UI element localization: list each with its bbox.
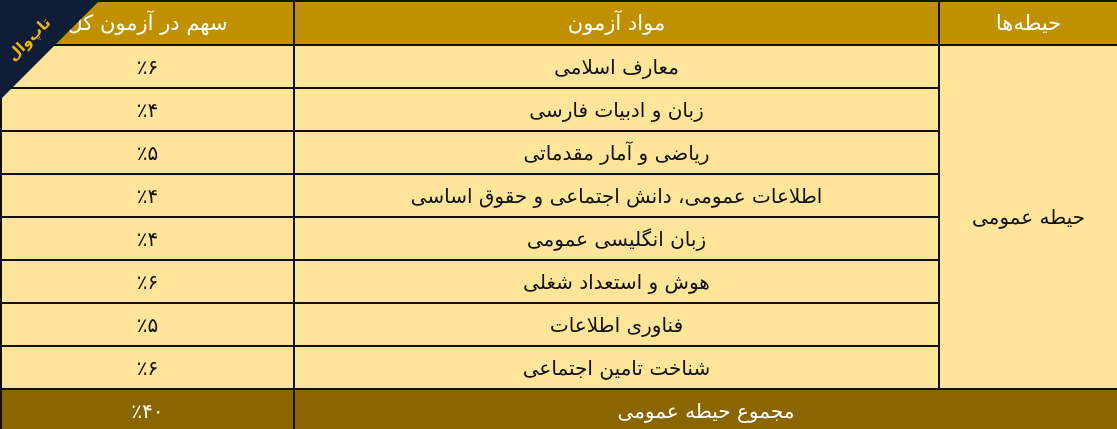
subject-cell: فناوری اطلاعات — [293, 302, 940, 347]
subject-cell: شناخت تامین اجتماعی — [293, 345, 940, 390]
header-domain: حیطه‌ها — [938, 0, 1117, 46]
table-row: زبان انگلیسی عمومی ٪۴ — [0, 216, 1117, 261]
share-cell: ٪۶ — [0, 345, 295, 390]
subject-cell: ریاضی و آمار مقدماتی — [293, 130, 940, 175]
header-subject: مواد آزمون — [293, 0, 940, 46]
share-cell: ٪۶ — [0, 44, 295, 89]
table-row: حیطه عمومی معارف اسلامی ٪۶ — [0, 44, 1117, 390]
table-row: ریاضی و آمار مقدماتی ٪۵ — [0, 130, 1117, 175]
share-cell: ٪۶ — [0, 259, 295, 304]
header-row: حیطه‌ها مواد آزمون سهم در آزمون کل — [0, 0, 1117, 46]
share-cell: ٪۴ — [0, 216, 295, 261]
table-row: فناوری اطلاعات ٪۵ — [0, 302, 1117, 347]
table-row: زبان و ادبیات فارسی ٪۴ — [0, 87, 1117, 132]
subject-cell: زبان و ادبیات فارسی — [293, 87, 940, 132]
subject-cell: هوش و استعداد شغلی — [293, 259, 940, 304]
table-row: شناخت تامین اجتماعی ٪۶ — [0, 345, 1117, 390]
total-share: ٪۴۰ — [0, 388, 295, 429]
share-cell: ٪۴ — [0, 87, 295, 132]
total-label: مجموع حیطه عمومی — [293, 388, 1117, 429]
subject-cell: اطلاعات عمومی، دانش اجتماعی و حقوق اساسی — [293, 173, 940, 218]
share-cell: ٪۵ — [0, 302, 295, 347]
total-row: مجموع حیطه عمومی ٪۴۰ — [0, 388, 1117, 429]
table-row: هوش و استعداد شغلی ٪۶ — [0, 259, 1117, 304]
share-cell: ٪۵ — [0, 130, 295, 175]
subject-cell: معارف اسلامی — [293, 44, 940, 89]
domain-cell: حیطه عمومی — [938, 44, 1117, 390]
table-row: اطلاعات عمومی، دانش اجتماعی و حقوق اساسی… — [0, 173, 1117, 218]
share-cell: ٪۴ — [0, 173, 295, 218]
subject-cell: زبان انگلیسی عمومی — [293, 216, 940, 261]
